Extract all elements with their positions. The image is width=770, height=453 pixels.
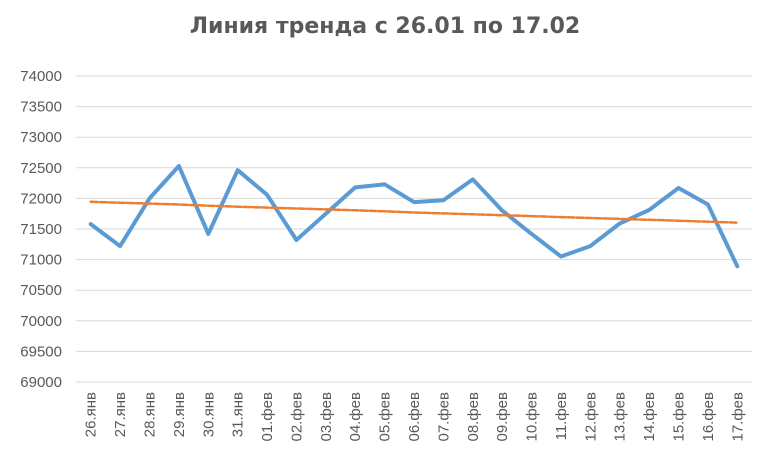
x-tick-label: 27.янв (112, 392, 129, 437)
x-tick-label: 11.фев (553, 392, 570, 440)
x-tick-label: 16.фев (700, 392, 717, 442)
x-tick-label: 17.фев (729, 392, 746, 442)
x-tick-label: 01.фев (259, 392, 276, 442)
y-axis-tick-labels: 69000 69500 70000 70500 71000 71500 72000 72500… (20, 68, 62, 391)
trendline (89, 200, 739, 224)
x-tick-label: 15.фев (671, 392, 688, 442)
y-tick-label: 72500 (20, 160, 62, 177)
x-tick-label: 28.янв (141, 392, 158, 437)
x-tick-label: 05.фев (377, 392, 394, 442)
y-tick-label: 70500 (20, 282, 62, 299)
y-tick-label: 72000 (20, 190, 62, 207)
grid-lines (76, 75, 752, 383)
x-tick-label: 10.фев (524, 392, 541, 442)
series-lines (88, 164, 740, 269)
x-tick-label: 14.фев (641, 392, 658, 442)
x-tick-label: 03.фев (318, 392, 335, 442)
y-tick-label: 71000 (20, 252, 62, 269)
y-tick-label: 69500 (20, 343, 62, 360)
x-tick-label: 06.фев (406, 392, 423, 442)
x-tick-label: 30.янв (200, 392, 217, 437)
x-tick-label: 09.фев (494, 392, 511, 442)
x-tick-label: 02.фев (288, 392, 305, 442)
y-tick-label: 69000 (20, 374, 62, 391)
x-axis-tick-labels: 26.янв 27.янв 28.янв 29.янв 30.янв 31.янв 01.ф… (83, 392, 747, 442)
y-tick-label: 71500 (20, 221, 62, 238)
x-tick-label: 12.фев (582, 392, 599, 442)
series-line-0 (88, 164, 740, 269)
x-tick-label: 08.фев (465, 392, 482, 442)
x-tick-label: 07.фев (435, 392, 452, 442)
x-tick-label: 31.янв (230, 392, 247, 437)
y-tick-label: 73000 (20, 129, 62, 146)
x-tick-label: 13.фев (612, 392, 629, 442)
y-tick-label: 73500 (20, 99, 62, 116)
x-tick-label: 26.янв (83, 392, 100, 437)
y-tick-label: 70000 (20, 313, 62, 330)
x-tick-label: 29.янв (171, 392, 188, 437)
y-tick-label: 74000 (20, 68, 62, 85)
x-tick-label: 04.фев (347, 392, 364, 442)
chart-title: Линия тренда с 26.01 по 17.02 (189, 14, 581, 39)
